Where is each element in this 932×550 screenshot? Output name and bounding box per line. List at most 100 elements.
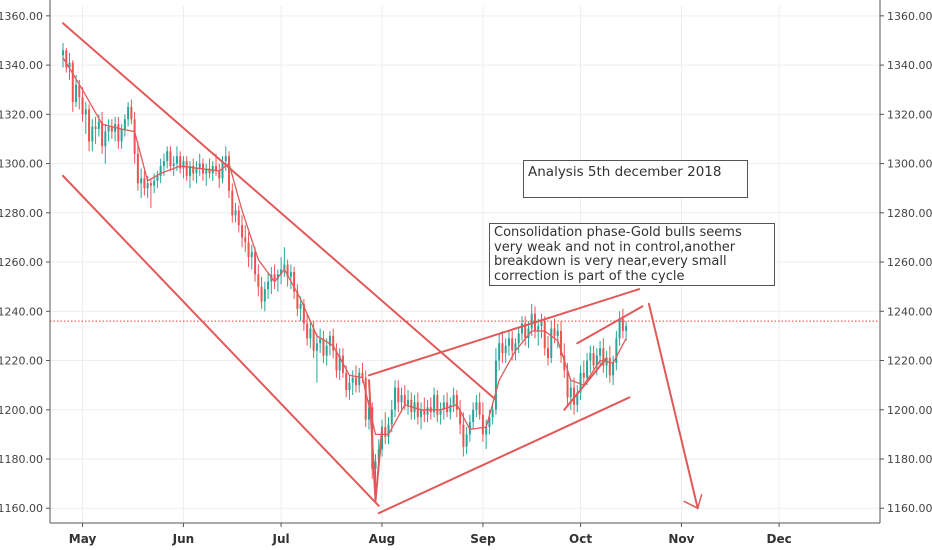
candle-body [358, 372, 361, 386]
candle-body [599, 348, 602, 356]
candle-body [442, 402, 445, 410]
candle-body [423, 409, 426, 415]
candle-body [452, 394, 455, 405]
candle-body [540, 321, 543, 327]
candle-body [478, 402, 481, 415]
candle-body [560, 330, 563, 356]
lower-downtrend-line [62, 174, 380, 507]
x-tick-label: Sep [470, 532, 496, 546]
candle-body [195, 168, 198, 174]
candle-body [84, 109, 87, 115]
y-tick-label-right: 1220.00 [887, 355, 932, 368]
wedge-bottom-line [563, 357, 608, 411]
drawing-layer [50, 22, 880, 515]
candle-body [481, 414, 484, 435]
candle-body [621, 318, 624, 331]
candle-body [250, 252, 253, 258]
candle-body [315, 343, 318, 351]
candle-body [439, 409, 442, 415]
candle-body [153, 180, 156, 186]
candle-body [289, 271, 292, 277]
y-tick-label-left: 1340.00 [0, 59, 43, 72]
candle-body [91, 126, 94, 142]
candle-body [172, 163, 175, 167]
candle-body [208, 168, 211, 174]
candle-body [390, 409, 393, 425]
candle-body [465, 434, 468, 447]
x-tick-label: Jun [172, 532, 195, 546]
candle-body [247, 242, 250, 258]
candle-body [133, 119, 136, 154]
candle-body [260, 286, 263, 302]
candle-body [579, 372, 582, 393]
candle-body [524, 323, 527, 339]
candle-body [485, 426, 488, 435]
candle-body [553, 328, 556, 336]
x-tick-label: Jul [272, 532, 290, 546]
candle-body [140, 178, 143, 184]
candle-body [498, 343, 501, 361]
candle-body [367, 407, 370, 420]
consolidation-note: Consolidation phase-Gold bulls seems ver… [489, 223, 775, 286]
candle-body [511, 338, 514, 351]
candle-body [569, 387, 572, 398]
candle-body [527, 328, 530, 339]
candle-body [514, 343, 517, 351]
channel-top-line [367, 288, 641, 377]
candle-body [175, 156, 178, 164]
candle-body [550, 328, 553, 359]
y-tick-label-right: 1240.00 [887, 305, 932, 318]
candle-body [403, 394, 406, 405]
candle-body [244, 237, 247, 243]
x-tick-label: Oct [569, 532, 592, 546]
candle-body [146, 183, 149, 189]
candle-body [501, 343, 504, 354]
candle-body [306, 323, 309, 339]
candle-body [97, 121, 100, 130]
candle-body [595, 355, 598, 366]
x-tick-label: Dec [766, 532, 791, 546]
candle-body [361, 372, 364, 378]
candle-body [586, 360, 589, 378]
y-tick-label-left: 1320.00 [0, 108, 43, 121]
candle-body [416, 402, 419, 418]
candle-body [556, 330, 559, 336]
y-tick-label-right: 1200.00 [887, 404, 932, 417]
candle-body [267, 281, 270, 290]
candle-body [384, 426, 387, 437]
candle-body [120, 129, 123, 142]
candle-body [143, 178, 146, 189]
candle-body [338, 355, 341, 371]
moving-average-line [62, 57, 627, 436]
candle-body [185, 161, 188, 176]
y-tick-label-left: 1240.00 [0, 305, 43, 318]
candle-body [263, 289, 266, 302]
candle-body [335, 350, 338, 371]
note-line: breakdown is very near,every small [494, 254, 727, 269]
candle-body [130, 106, 133, 120]
channel-bottom-line [377, 396, 631, 515]
candle-body [491, 409, 494, 418]
candle-body [455, 394, 458, 410]
projection-line [647, 302, 699, 510]
zigzag-b-line [374, 428, 383, 502]
y-tick-label-left: 1280.00 [0, 207, 43, 220]
candle-body [576, 392, 579, 405]
candle-body [462, 424, 465, 447]
candle-body [241, 225, 244, 238]
candle-body [231, 190, 234, 216]
candle-body [192, 166, 195, 174]
candle-body [387, 424, 390, 437]
candle-body [149, 183, 152, 186]
candle-body [104, 131, 107, 147]
candle-body [426, 407, 429, 415]
candle-body [198, 163, 201, 169]
candle-body [101, 121, 104, 147]
candle-body [348, 382, 351, 391]
y-tick-label-right: 1180.00 [887, 453, 932, 466]
candle-body [156, 175, 159, 181]
candle-body [472, 409, 475, 423]
y-tick-label-right: 1340.00 [887, 59, 932, 72]
y-tick-label-left: 1220.00 [0, 355, 43, 368]
candle-body [618, 318, 621, 339]
